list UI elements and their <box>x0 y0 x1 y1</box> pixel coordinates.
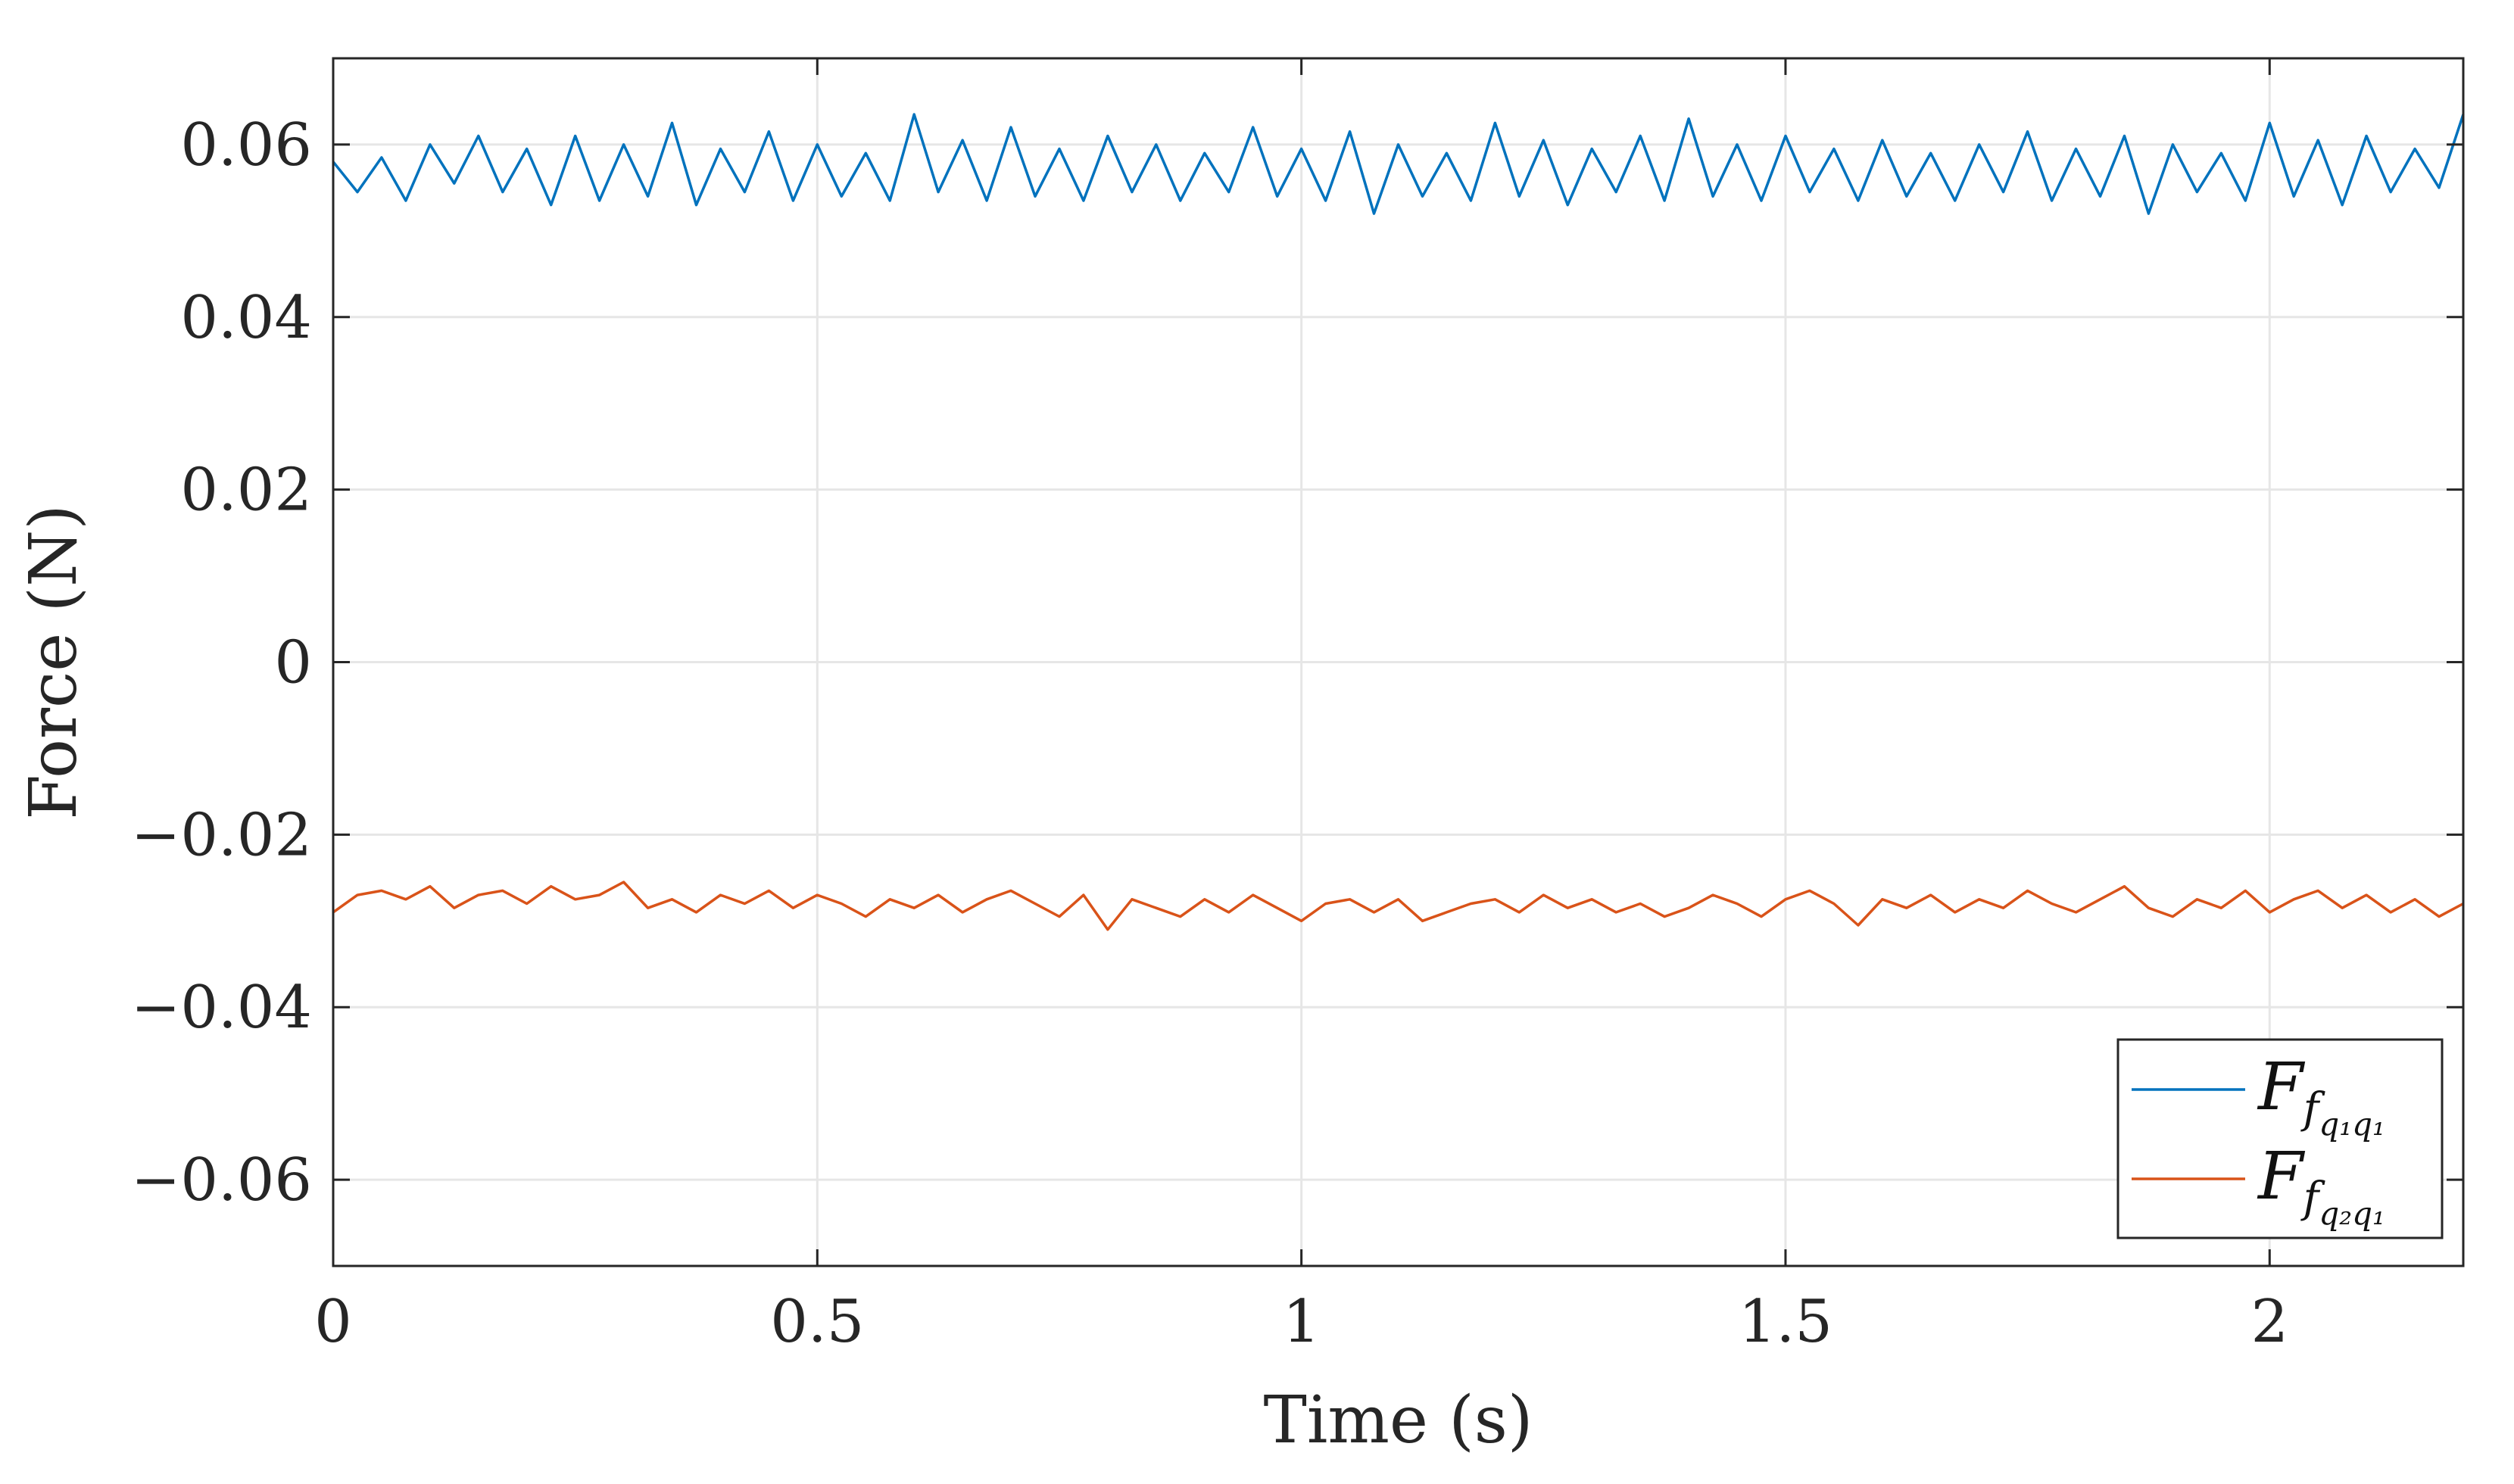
x-tick-label: 1 <box>1283 1288 1321 1356</box>
y-tick-labels: 0.06 0.04 0.02 0 −0.02 −0.04 −0.06 <box>131 111 312 1214</box>
series-line-2 <box>332 881 2464 931</box>
axis-ticks <box>332 58 2463 1266</box>
y-tick-label: 0.02 <box>180 457 312 525</box>
series-lines <box>332 113 2465 931</box>
x-tick-label: 0 <box>314 1288 352 1356</box>
y-tick-label: 0 <box>274 629 312 697</box>
y-tick-label: −0.06 <box>131 1146 312 1214</box>
x-tick-labels: 0 0.5 1 1.5 2 <box>314 1288 2288 1356</box>
y-tick-label: −0.02 <box>131 801 312 869</box>
x-tick-label: 1.5 <box>1739 1288 1832 1356</box>
x-axis-title: Time (s) <box>1264 1383 1533 1458</box>
y-tick-label: 0.06 <box>180 111 312 179</box>
legend-label: Ffq₁q₁ <box>2257 1049 2385 1143</box>
y-tick-label: 0.04 <box>180 284 312 352</box>
y-tick-label: −0.04 <box>131 974 312 1042</box>
series-line-1 <box>332 113 2465 215</box>
legend-box <box>2116 1038 2444 1239</box>
y-axis-title: Force (N) <box>16 504 92 820</box>
x-tick-label: 2 <box>2250 1288 2288 1356</box>
x-tick-label: 0.5 <box>770 1288 864 1356</box>
